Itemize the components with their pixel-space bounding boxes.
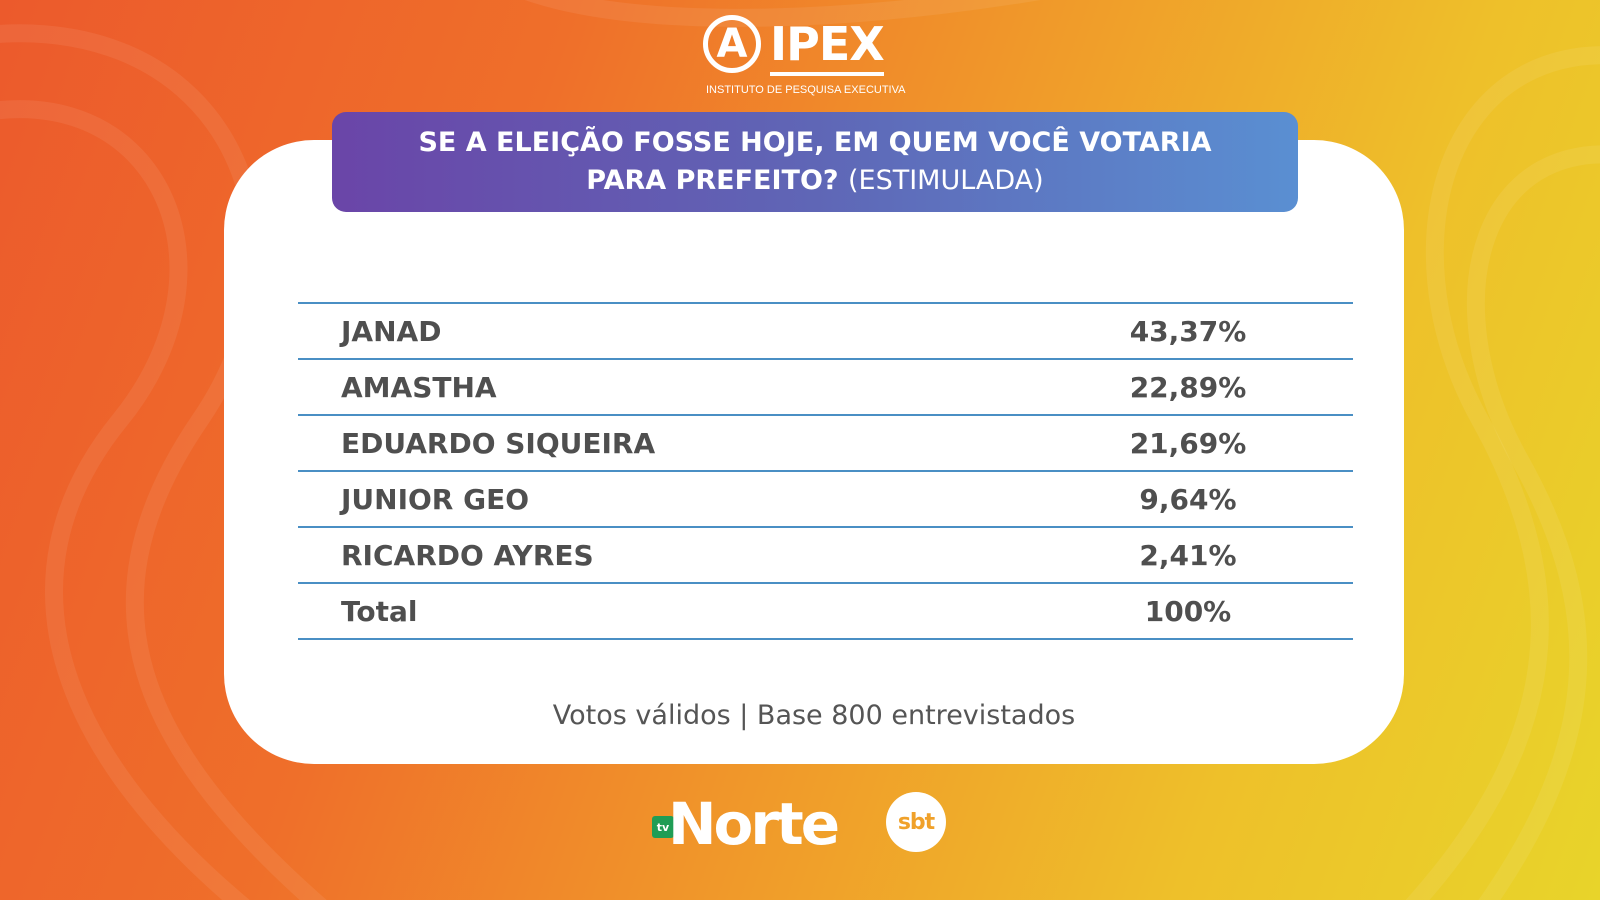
tv-norte-logo: tv Norte (652, 786, 852, 862)
total-label: Total (341, 594, 418, 628)
candidate-name: EDUARDO SIQUEIRA (341, 426, 656, 460)
results-table: JANAD 43,37% AMASTHA 22,89% EDUARDO SIQU… (298, 302, 1353, 640)
ipex-logo: A IPEX INSTITUTO DE PESQUISA EXECUTIVA (700, 12, 906, 102)
question-qualifier: (ESTIMULADA) (847, 165, 1044, 196)
candidate-percent: 43,37% (1129, 314, 1247, 348)
results-card (224, 140, 1404, 764)
candidate-name: RICARDO AYRES (341, 538, 594, 572)
tv-badge-icon: tv (652, 816, 674, 838)
candidate-name: JANAD (341, 314, 442, 348)
table-row: JANAD 43,37% (298, 304, 1353, 360)
table-row: RICARDO AYRES 2,41% (298, 528, 1353, 584)
candidate-percent: 9,64% (1139, 482, 1237, 516)
question-line-1: SE A ELEIÇÃO FOSSE HOJE, EM QUEM VOCÊ VO… (418, 127, 1212, 158)
table-row-total: Total 100% (298, 584, 1353, 640)
candidate-percent: 22,89% (1129, 370, 1247, 404)
question-line-2-bold: PARA PREFEITO? (586, 165, 839, 196)
candidate-percent: 21,69% (1129, 426, 1247, 460)
table-row: EDUARDO SIQUEIRA 21,69% (298, 416, 1353, 472)
candidate-percent: 2,41% (1139, 538, 1237, 572)
sbt-wordmark: sbt (897, 809, 935, 835)
table-row: JUNIOR GEO 9,64% (298, 472, 1353, 528)
ipex-tagline: INSTITUTO DE PESQUISA EXECUTIVA (706, 84, 906, 96)
ipex-wordmark: IPEX (770, 18, 885, 76)
norte-wordmark: Norte (668, 790, 840, 858)
ipex-mark-icon: A (703, 15, 761, 73)
candidate-name: AMASTHA (341, 370, 497, 404)
question-header: SE A ELEIÇÃO FOSSE HOJE, EM QUEM VOCÊ VO… (332, 112, 1298, 212)
candidate-name: JUNIOR GEO (341, 482, 530, 516)
question-line-2: PARA PREFEITO? (ESTIMULADA) (586, 162, 1043, 200)
table-row: AMASTHA 22,89% (298, 360, 1353, 416)
methodology-note: Votos válidos | Base 800 entrevistados (552, 700, 1076, 731)
sbt-logo: sbt (886, 792, 946, 852)
total-percent: 100% (1144, 594, 1232, 628)
